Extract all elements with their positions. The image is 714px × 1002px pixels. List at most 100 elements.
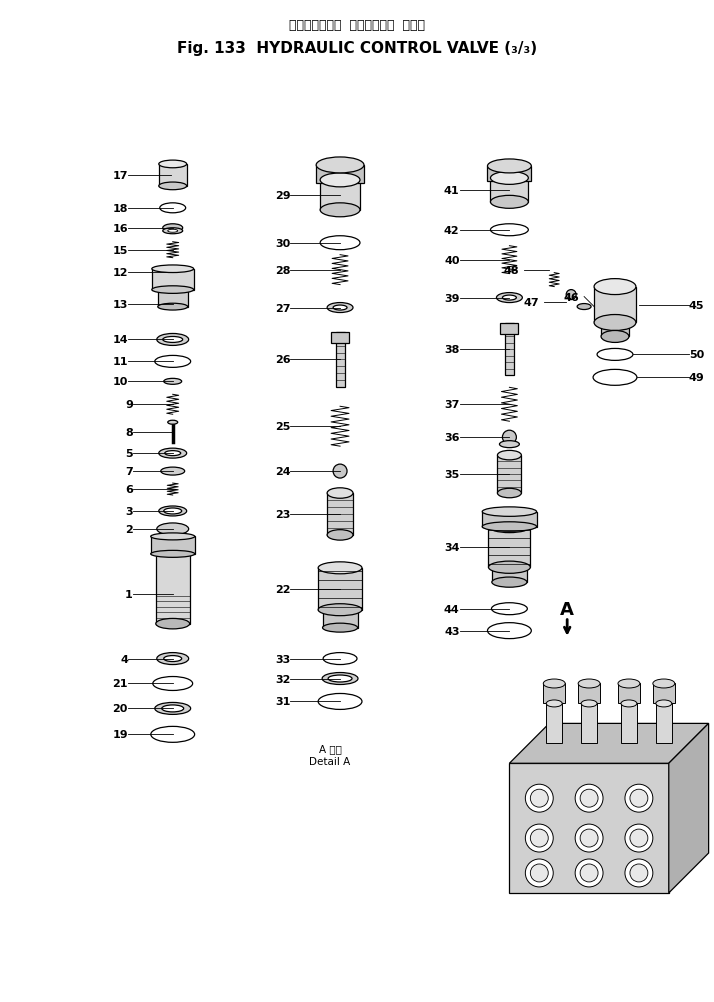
- Circle shape: [503, 431, 516, 445]
- Text: 25: 25: [275, 422, 291, 432]
- Bar: [159, 164, 186, 186]
- Text: 31: 31: [275, 696, 291, 706]
- Text: 50: 50: [689, 350, 704, 360]
- Circle shape: [531, 830, 548, 848]
- Bar: [546, 703, 562, 743]
- Bar: [318, 568, 362, 610]
- Ellipse shape: [578, 679, 600, 688]
- Text: 27: 27: [275, 304, 291, 314]
- Ellipse shape: [161, 468, 185, 476]
- Circle shape: [526, 785, 553, 813]
- Ellipse shape: [491, 172, 528, 185]
- Text: Detail A: Detail A: [309, 757, 351, 767]
- Ellipse shape: [320, 203, 360, 217]
- Text: 11: 11: [112, 357, 128, 367]
- Text: 40: 40: [444, 256, 460, 266]
- Ellipse shape: [327, 530, 353, 541]
- Text: 30: 30: [275, 238, 291, 248]
- Ellipse shape: [164, 508, 181, 514]
- Ellipse shape: [163, 224, 183, 232]
- Circle shape: [580, 790, 598, 808]
- Ellipse shape: [488, 521, 531, 533]
- Bar: [482, 512, 537, 527]
- Text: 49: 49: [689, 373, 705, 383]
- Ellipse shape: [656, 700, 672, 707]
- Ellipse shape: [503, 296, 516, 301]
- Circle shape: [630, 864, 648, 882]
- Ellipse shape: [491, 196, 528, 209]
- Ellipse shape: [168, 230, 178, 233]
- Ellipse shape: [159, 449, 186, 459]
- Polygon shape: [669, 723, 708, 893]
- Text: 3: 3: [125, 506, 133, 516]
- Ellipse shape: [500, 441, 519, 448]
- Circle shape: [625, 859, 653, 887]
- Polygon shape: [509, 723, 708, 764]
- Text: 4: 4: [120, 654, 128, 664]
- Text: A 詳細: A 詳細: [318, 743, 341, 754]
- Ellipse shape: [498, 489, 521, 498]
- Bar: [151, 537, 195, 554]
- Text: 37: 37: [444, 400, 460, 410]
- Ellipse shape: [152, 266, 193, 274]
- Ellipse shape: [320, 173, 360, 187]
- Bar: [543, 683, 565, 703]
- Circle shape: [566, 291, 576, 301]
- Text: 34: 34: [444, 542, 460, 552]
- Text: 46: 46: [563, 293, 579, 303]
- Ellipse shape: [155, 702, 191, 714]
- Ellipse shape: [488, 159, 531, 173]
- Text: 22: 22: [275, 584, 291, 594]
- Text: 2: 2: [125, 524, 133, 534]
- Ellipse shape: [333, 306, 347, 311]
- Ellipse shape: [482, 507, 537, 517]
- Text: 38: 38: [444, 345, 460, 355]
- Ellipse shape: [163, 228, 183, 234]
- Text: 42: 42: [444, 225, 460, 235]
- Circle shape: [575, 859, 603, 887]
- Text: 9: 9: [125, 400, 133, 410]
- Text: 21: 21: [112, 678, 128, 688]
- Circle shape: [630, 830, 648, 848]
- Circle shape: [526, 825, 553, 852]
- Text: 13: 13: [113, 300, 128, 310]
- Circle shape: [575, 825, 603, 852]
- Ellipse shape: [159, 506, 186, 516]
- Text: 47: 47: [523, 298, 539, 308]
- Bar: [656, 703, 672, 743]
- Text: 1: 1: [125, 589, 133, 599]
- Ellipse shape: [482, 522, 537, 532]
- Ellipse shape: [164, 656, 181, 662]
- Text: 14: 14: [112, 335, 128, 345]
- Text: 35: 35: [444, 470, 460, 480]
- Bar: [509, 764, 669, 893]
- Text: 24: 24: [275, 467, 291, 477]
- Ellipse shape: [323, 623, 358, 632]
- Ellipse shape: [159, 182, 186, 190]
- Text: 36: 36: [444, 433, 460, 443]
- Text: 39: 39: [444, 294, 460, 304]
- Circle shape: [526, 859, 553, 887]
- Bar: [491, 178, 528, 202]
- Bar: [653, 683, 675, 703]
- Circle shape: [575, 785, 603, 813]
- Text: 12: 12: [112, 268, 128, 278]
- Bar: [498, 456, 521, 494]
- Ellipse shape: [168, 421, 178, 425]
- Bar: [501, 325, 518, 335]
- Ellipse shape: [618, 679, 640, 688]
- Text: 45: 45: [689, 301, 704, 311]
- Ellipse shape: [327, 304, 353, 314]
- Text: ハイドロリック  コントロール  バルブ: ハイドロリック コントロール バルブ: [289, 19, 425, 32]
- Text: Fig. 133  HYDRAULIC CONTROL VALVE (₃/₃): Fig. 133 HYDRAULIC CONTROL VALVE (₃/₃): [177, 41, 537, 56]
- Ellipse shape: [152, 287, 193, 294]
- Bar: [488, 166, 531, 181]
- Ellipse shape: [328, 675, 352, 682]
- Text: A: A: [560, 600, 574, 618]
- Ellipse shape: [621, 700, 637, 707]
- Ellipse shape: [157, 334, 188, 346]
- Ellipse shape: [601, 331, 629, 343]
- Ellipse shape: [316, 157, 364, 173]
- Ellipse shape: [488, 561, 531, 574]
- Ellipse shape: [164, 379, 181, 385]
